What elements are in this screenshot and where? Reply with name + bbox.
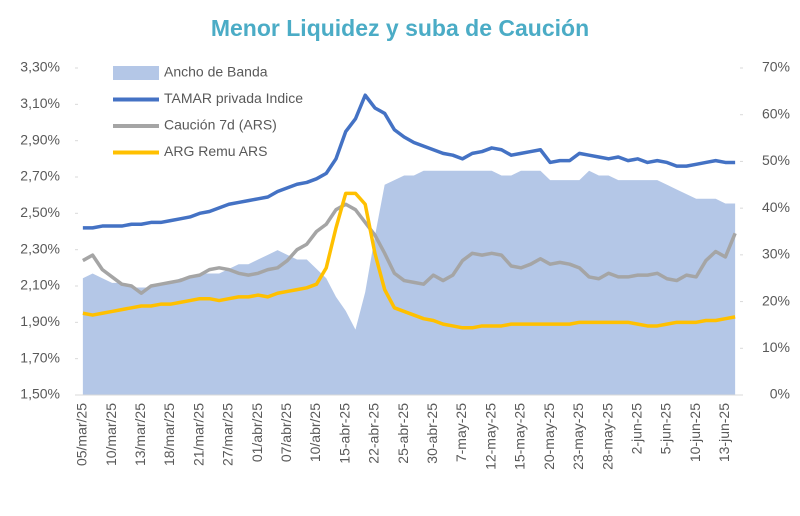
x-tick-label: 05/mar/25 — [74, 403, 90, 466]
y-tick-label: 2,30% — [20, 240, 60, 256]
x-tick-label: 13/mar/25 — [132, 403, 148, 466]
x-tick-label: 2-jun-25 — [628, 403, 644, 455]
x-tick-label: 13-jun-25 — [716, 403, 732, 462]
x-tick-label: 10/mar/25 — [103, 403, 119, 466]
x-tick-label: 10/abr/25 — [307, 403, 323, 462]
y-tick-label: 1,50% — [20, 386, 60, 402]
x-tick-label: 01/abr/25 — [249, 403, 265, 462]
y2-tick-label: 70% — [762, 59, 790, 75]
line — [82, 191, 736, 330]
x-tick-label: 20-may-25 — [541, 403, 557, 470]
y-tick-label: 1,70% — [20, 349, 60, 365]
y2-tick-label: 0% — [770, 386, 790, 402]
y-tick-label: 2,90% — [20, 131, 60, 147]
legend-label: TAMAR privada Indice — [164, 90, 303, 106]
y2-tick-label: 40% — [762, 199, 790, 215]
legend-label: Ancho de Banda — [164, 64, 268, 80]
y2-tick-label: 60% — [762, 105, 790, 121]
x-tick-label: 30-abr-25 — [424, 403, 440, 464]
line — [82, 93, 736, 230]
y-tick-label: 2,10% — [20, 277, 60, 293]
line — [82, 202, 737, 296]
legend-label: ARG Remu ARS — [164, 143, 267, 159]
y-tick-label: 3,30% — [20, 59, 60, 75]
x-tick-label: 5-jun-25 — [658, 403, 674, 455]
y-tick-label: 1,90% — [20, 313, 60, 329]
x-tick-label: 12-may-25 — [482, 403, 498, 470]
y-tick-label: 2,50% — [20, 204, 60, 220]
y2-tick-label: 30% — [762, 246, 790, 262]
x-tick-label: 25-abr-25 — [395, 403, 411, 464]
x-tick-label: 28-may-25 — [599, 403, 615, 470]
x-tick-label: 23-may-25 — [570, 403, 586, 470]
x-tick-label: 21/mar/25 — [190, 403, 206, 466]
x-tick-label: 07/abr/25 — [278, 403, 294, 462]
y2-tick-label: 20% — [762, 292, 790, 308]
legend-swatch — [113, 66, 159, 80]
y2-tick-label: 10% — [762, 339, 790, 355]
x-tick-label: 15-abr-25 — [336, 403, 352, 464]
x-tick-label: 15-may-25 — [512, 403, 528, 470]
x-tick-label: 27/mar/25 — [220, 403, 236, 466]
x-tick-label: 18/mar/25 — [161, 403, 177, 466]
x-tick-label: 22-abr-25 — [366, 403, 382, 464]
x-tick-label: 7-may-25 — [453, 403, 469, 462]
y2-tick-label: 50% — [762, 152, 790, 168]
y-tick-label: 2,70% — [20, 168, 60, 184]
x-tick-label: 10-jun-25 — [687, 403, 703, 462]
y-tick-label: 3,10% — [20, 95, 60, 111]
chart-title: Menor Liquidez y suba de Caución — [211, 15, 589, 41]
legend-label: Caución 7d (ARS) — [164, 117, 277, 133]
